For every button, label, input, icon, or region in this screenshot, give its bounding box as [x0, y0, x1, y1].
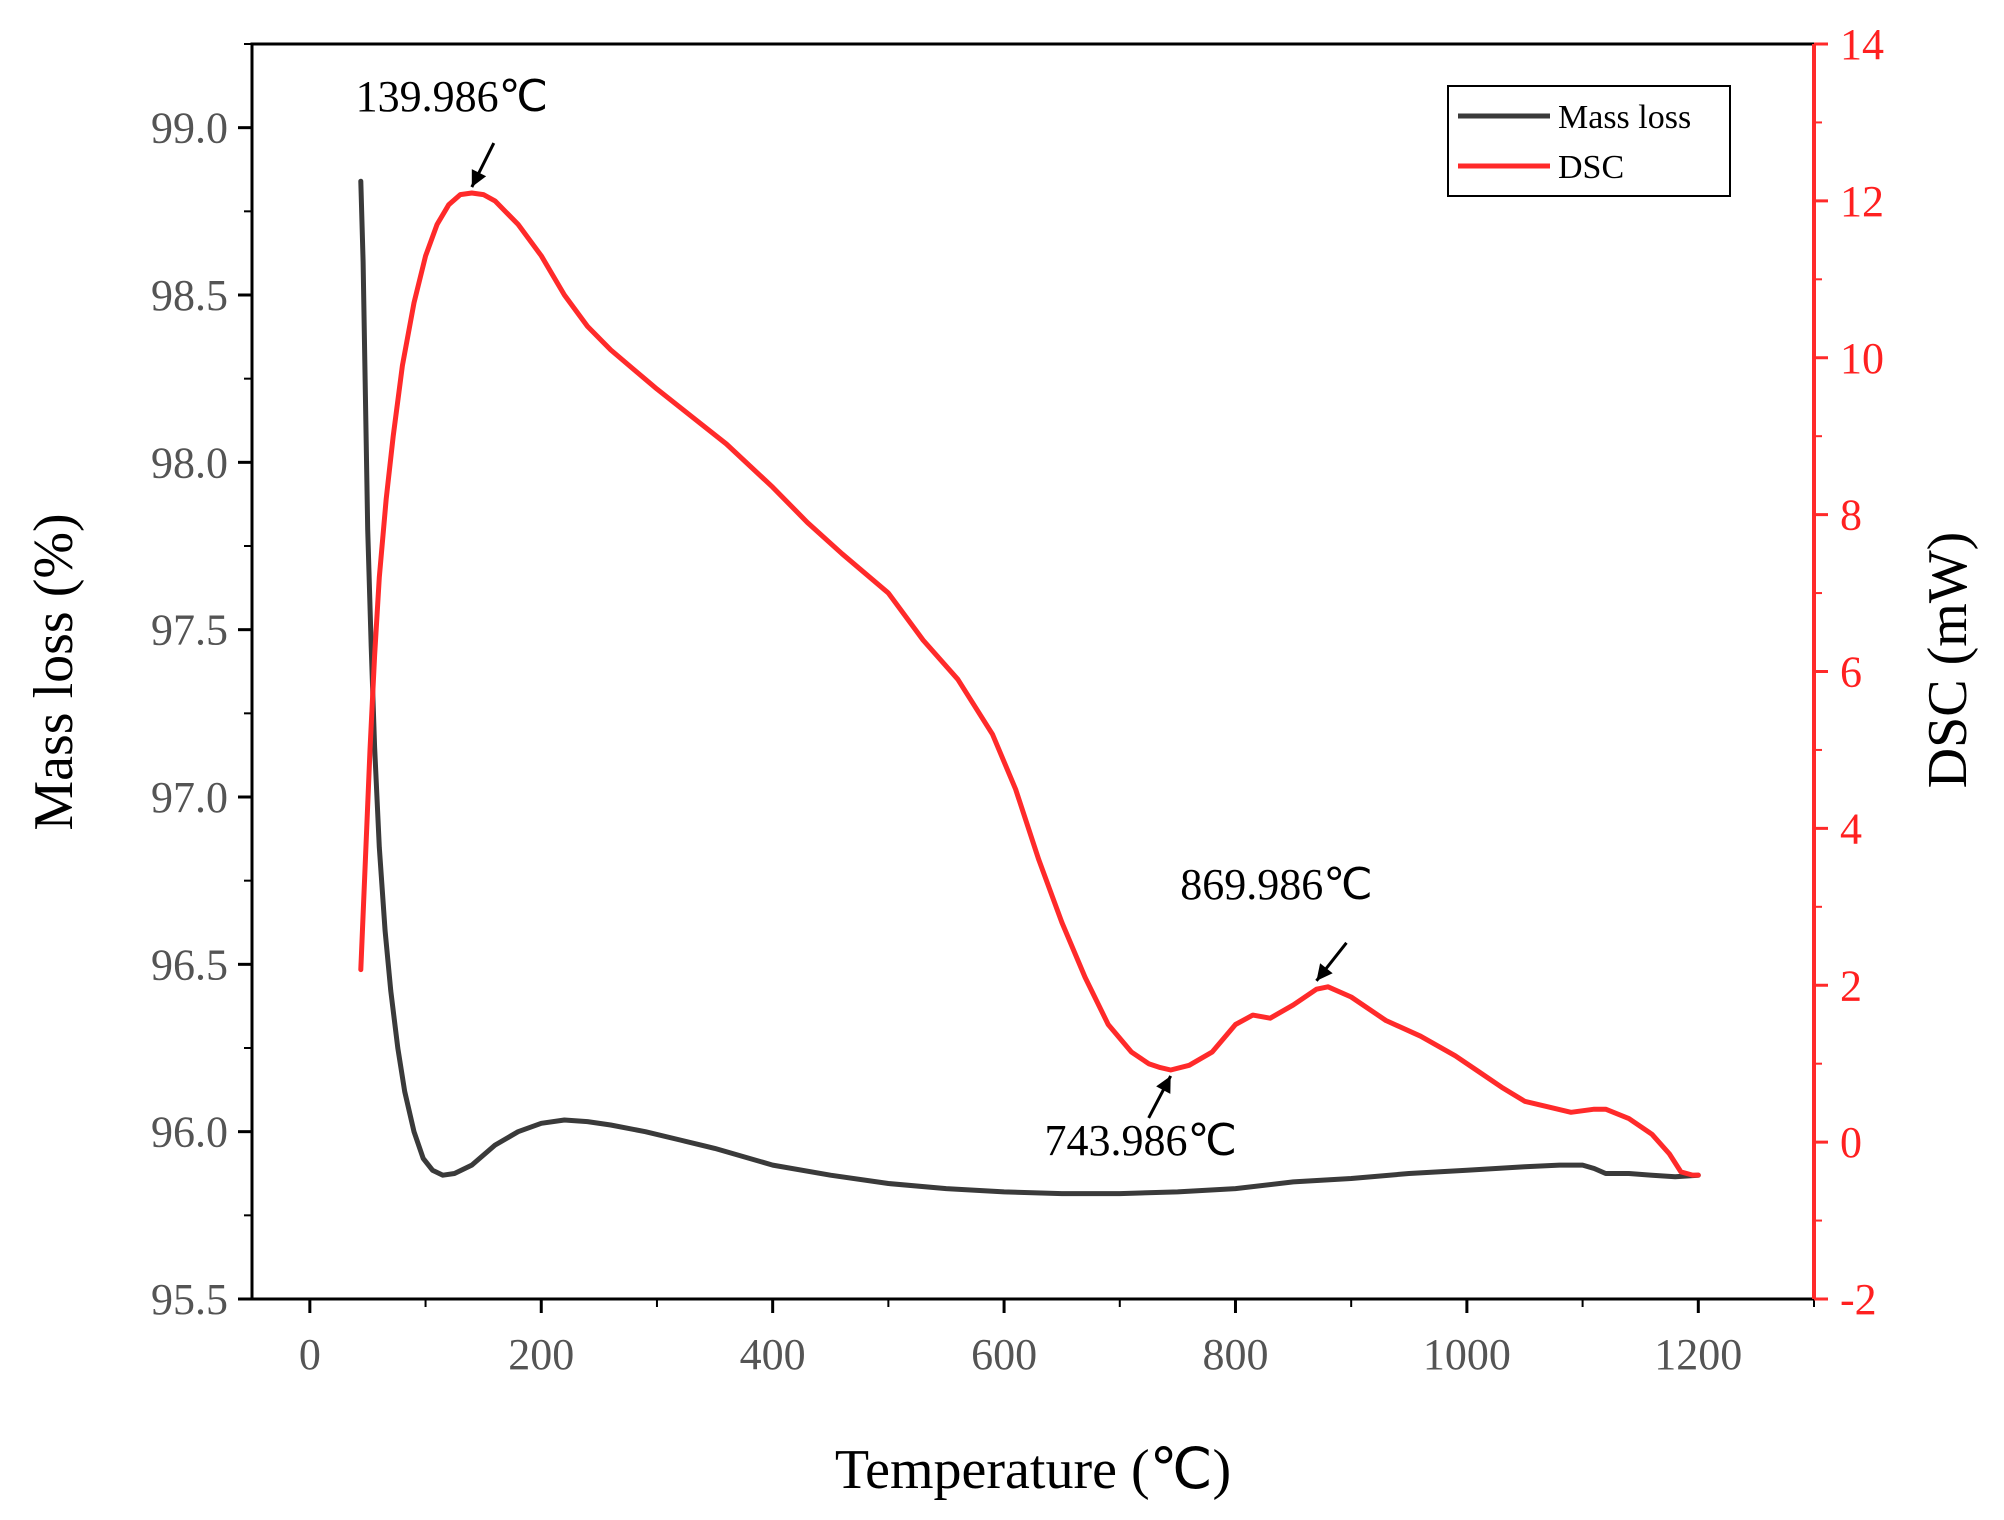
- annotation-arrowhead-0: [471, 169, 487, 188]
- y-right-tick-label--2: -2: [1840, 1275, 1877, 1324]
- series-layer: [358, 178, 1701, 1197]
- x-axis-title: Temperature (℃): [835, 1439, 1231, 1501]
- y-left-axis-ticks: 95.5 96.0 96.5 97.0 97.5 98.0 98.5 99.0: [151, 43, 252, 1324]
- annotation-label-2: 869.986℃: [1180, 860, 1372, 909]
- y-right-tick-label-4: 4: [1840, 804, 1862, 853]
- y-left-tick-label-98.5: 98.5: [151, 271, 228, 320]
- x-tick-label-800: 800: [1202, 1330, 1268, 1379]
- x-axis-ticks: 0 200 400 600 800 1000 1200: [299, 1299, 1815, 1379]
- y-right-tick-label-6: 6: [1840, 648, 1862, 697]
- y-left-tick-label-99.0: 99.0: [151, 104, 228, 153]
- y-left-tick-label-95.5: 95.5: [151, 1275, 228, 1324]
- x-tick-label-0: 0: [299, 1330, 321, 1379]
- y-left-tick-label-97.5: 97.5: [151, 606, 228, 655]
- y-left-tick-label-96.0: 96.0: [151, 1108, 228, 1157]
- y-right-tick-label-2: 2: [1840, 961, 1862, 1010]
- y-right-tick-label-12: 12: [1840, 177, 1884, 226]
- y-right-tick-label-8: 8: [1840, 491, 1862, 540]
- y-left-tick-label-96.5: 96.5: [151, 940, 228, 989]
- series-line-mass-loss: [358, 178, 1701, 1197]
- annotation-arrowhead-2: [1316, 963, 1333, 981]
- annotation-label-1: 743.986℃: [1044, 1116, 1236, 1165]
- x-tick-label-1200: 1200: [1654, 1330, 1742, 1379]
- legend: Mass loss DSC: [1447, 85, 1731, 197]
- y-left-axis-title: Mass loss (%): [23, 513, 85, 830]
- y-right-tick-label-0: 0: [1840, 1118, 1862, 1167]
- y-right-tick-label-10: 10: [1840, 334, 1884, 383]
- x-tick-label-400: 400: [740, 1330, 806, 1379]
- legend-label-mass-loss: Mass loss: [1558, 99, 1691, 136]
- series-line-dsc: [358, 190, 1701, 1178]
- x-tick-label-1000: 1000: [1423, 1330, 1511, 1379]
- legend-label-dsc: DSC: [1558, 149, 1624, 186]
- annotation-arrowhead-1: [1156, 1075, 1171, 1094]
- x-tick-label-600: 600: [971, 1330, 1037, 1379]
- annotation-layer: 139.986℃ 743.986℃ 869.986℃: [356, 72, 1373, 1165]
- y-right-axis-ticks: -2 0 2 4 6 8 10 12 14: [1814, 20, 1884, 1324]
- legend-box: [1447, 85, 1731, 197]
- y-left-tick-label-97.0: 97.0: [151, 773, 228, 822]
- y-left-tick-label-98.0: 98.0: [151, 438, 228, 487]
- y-right-axis-title: DSC (mW): [1917, 532, 1979, 789]
- x-tick-label-200: 200: [508, 1330, 574, 1379]
- annotation-label-0: 139.986℃: [356, 72, 548, 121]
- y-right-tick-label-14: 14: [1840, 20, 1884, 69]
